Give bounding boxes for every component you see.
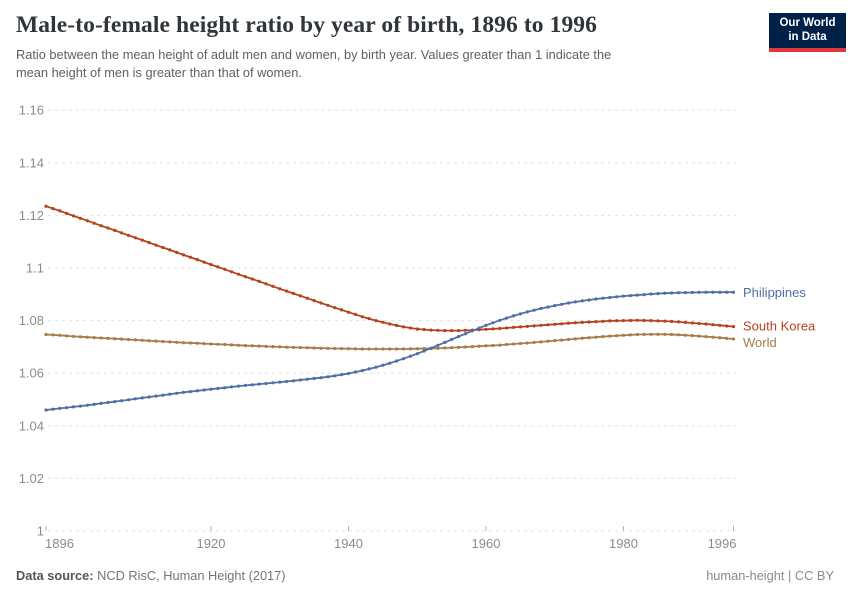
y-axis-labels: 1 1.02 1.04 1.06 1.08 1.1 1.12 1.14 1.16: [19, 103, 44, 539]
legend-label-south-korea[interactable]: South Korea: [743, 319, 816, 334]
data-source-text: NCD RisC, Human Height (2017): [97, 568, 286, 583]
x-tick-label: 1996: [708, 536, 737, 551]
chart-header: Male-to-female height ratio by year of b…: [16, 11, 761, 83]
y-tick-label: 1.02: [19, 471, 44, 486]
subtitle-line-1: Ratio between the mean height of adult m…: [16, 47, 612, 63]
series-philippines: [44, 290, 736, 412]
series-south-korea: [44, 204, 736, 333]
subtitle-line-2: mean height of men is greater than that …: [16, 65, 302, 81]
series-world: [44, 332, 736, 351]
data-source-label: Data source:: [16, 568, 94, 583]
y-tick-label: 1: [37, 524, 44, 539]
x-axis: 1896 1920 1940 1960 1980 1996: [45, 526, 737, 551]
chart-footer: Data source: NCD RisC, Human Height (201…: [16, 568, 834, 583]
y-tick-label: 1.16: [19, 103, 44, 118]
y-tick-label: 1.04: [19, 418, 44, 433]
owid-logo[interactable]: Our World in Data: [769, 13, 846, 52]
x-tick-label: 1896: [45, 536, 74, 551]
data-source: Data source: NCD RisC, Human Height (201…: [16, 568, 286, 583]
y-tick-label: 1.08: [19, 313, 44, 328]
page-title: Male-to-female height ratio by year of b…: [16, 12, 597, 38]
legend-label-world[interactable]: World: [743, 335, 777, 350]
x-tick-label: 1980: [609, 536, 638, 551]
x-tick-label: 1920: [197, 536, 226, 551]
x-tick-label: 1940: [334, 536, 363, 551]
chart-subtitle: Ratio between the mean height of adult m…: [16, 46, 761, 82]
y-tick-label: 1.06: [19, 366, 44, 381]
owid-logo-line-1: Our World: [779, 17, 836, 29]
y-tick-label: 1.12: [19, 208, 44, 223]
legend-label-philippines[interactable]: Philippines: [743, 285, 806, 300]
y-gridlines: [48, 109, 736, 532]
y-tick-label: 1.14: [19, 155, 44, 170]
owid-logo-line-2: in Data: [788, 30, 827, 43]
license-link[interactable]: human-height | CC BY: [706, 568, 834, 583]
y-tick-label: 1.1: [26, 261, 44, 276]
x-tick-label: 1960: [472, 536, 501, 551]
